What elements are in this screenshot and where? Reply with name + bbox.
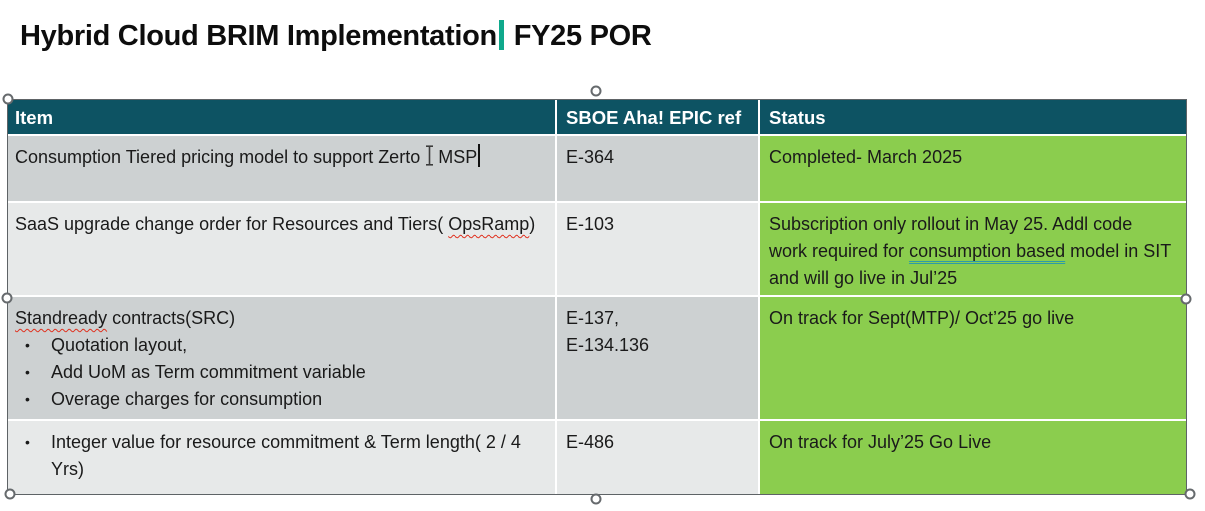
table-row: Consumption Tiered pricing model to supp…: [8, 136, 1186, 203]
column-header-item[interactable]: Item: [8, 100, 557, 134]
ibeam-mouse-cursor-icon: [424, 145, 435, 174]
item-cell[interactable]: SaaS upgrade change order for Resources …: [8, 203, 557, 295]
text-insertion-caret: [478, 144, 481, 167]
item-text: ): [529, 214, 536, 234]
item-text: Consumption Tiered pricing model to supp…: [15, 147, 421, 167]
status-text: model in SIT and will go live in Jul’25: [769, 241, 1171, 288]
item-cell[interactable]: Consumption Tiered pricing model to supp…: [8, 136, 557, 201]
selection-handle-top-left[interactable]: [2, 93, 14, 105]
list-item: • Overage charges for consumption: [15, 386, 541, 413]
bullet-dot: •: [25, 434, 30, 450]
bullet-text: Add UoM as Term commitment variable: [51, 362, 366, 382]
table-row: Standready contracts(SRC) • Quotation lay…: [8, 297, 1186, 421]
bullet-text: Quotation layout,: [51, 335, 188, 355]
bullet-dot: •: [25, 391, 30, 407]
status-cell[interactable]: Subscription only rollout in May 25. Add…: [760, 203, 1186, 295]
selection-handle-bottom-middle[interactable]: [590, 493, 602, 505]
status-cell[interactable]: On track for July’25 Go Live: [760, 421, 1186, 494]
epic-ref-cell[interactable]: E-364: [557, 136, 760, 201]
table-row: • Integer value for resource commitment &…: [8, 421, 1186, 494]
column-header-epic-ref[interactable]: SBOE Aha! EPIC ref: [557, 100, 760, 134]
slide-title[interactable]: Hybrid Cloud BRIM Implementation FY25 PO…: [20, 20, 652, 53]
selection-handle-left-middle[interactable]: [1, 292, 13, 304]
status-cell[interactable]: Completed- March 2025: [760, 136, 1186, 201]
column-header-status[interactable]: Status: [760, 100, 1186, 134]
epic-ref-cell[interactable]: E-137, E-134.136: [557, 297, 760, 419]
table-header-row: Item SBOE Aha! EPIC ref Status: [8, 100, 1186, 136]
status-text-grammar-marked: consumption based: [909, 241, 1066, 261]
table-row: SaaS upgrade change order for Resources …: [8, 203, 1186, 297]
bullet-dot: •: [25, 364, 30, 380]
item-text: contracts(SRC): [107, 308, 236, 328]
list-item: • Add UoM as Term commitment variable: [15, 359, 541, 386]
item-text-misspelled: OpsRamp: [448, 214, 530, 234]
bullet-text: Overage charges for consumption: [51, 389, 323, 409]
epic-ref-cell[interactable]: E-103: [557, 203, 760, 295]
epic-ref-line: E-134.136: [566, 335, 650, 355]
title-text-left: Hybrid Cloud BRIM Implementation: [20, 20, 497, 52]
item-text: MSP: [438, 147, 478, 167]
item-cell[interactable]: • Integer value for resource commitment &…: [8, 421, 557, 494]
item-text: SaaS upgrade change order for Resources …: [15, 214, 449, 234]
selection-handle-bottom-right[interactable]: [1184, 488, 1196, 500]
status-cell[interactable]: On track for Sept(MTP)/ Oct’25 go live: [760, 297, 1186, 419]
title-text-cursor-bar: [498, 20, 504, 50]
epic-ref-line: E-137,: [566, 308, 620, 328]
item-bullet-list: • Integer value for resource commitment &…: [15, 429, 541, 483]
item-cell[interactable]: Standready contracts(SRC) • Quotation lay…: [8, 297, 557, 419]
bullet-dot: •: [25, 337, 30, 353]
por-table: Item SBOE Aha! EPIC ref Status Consumpti…: [7, 99, 1187, 495]
epic-ref-cell[interactable]: E-486: [557, 421, 760, 494]
item-bullet-list: • Quotation layout, • Add UoM as Term comm…: [15, 332, 541, 413]
item-text-misspelled: Standready: [15, 308, 108, 328]
list-item: • Quotation layout,: [15, 332, 541, 359]
selection-handle-top-middle[interactable]: [590, 85, 602, 97]
title-text-right: FY25 POR: [505, 20, 652, 52]
bullet-text: Integer value for resource commitment & …: [51, 432, 521, 479]
item-heading: Standready contracts(SRC): [15, 305, 541, 332]
list-item: • Integer value for resource commitment &…: [15, 429, 541, 483]
status-text: Subscription only rollout in May 25. Add…: [769, 214, 1133, 261]
selection-handle-right-middle[interactable]: [1180, 293, 1192, 305]
selection-handle-bottom-left[interactable]: [4, 488, 16, 500]
